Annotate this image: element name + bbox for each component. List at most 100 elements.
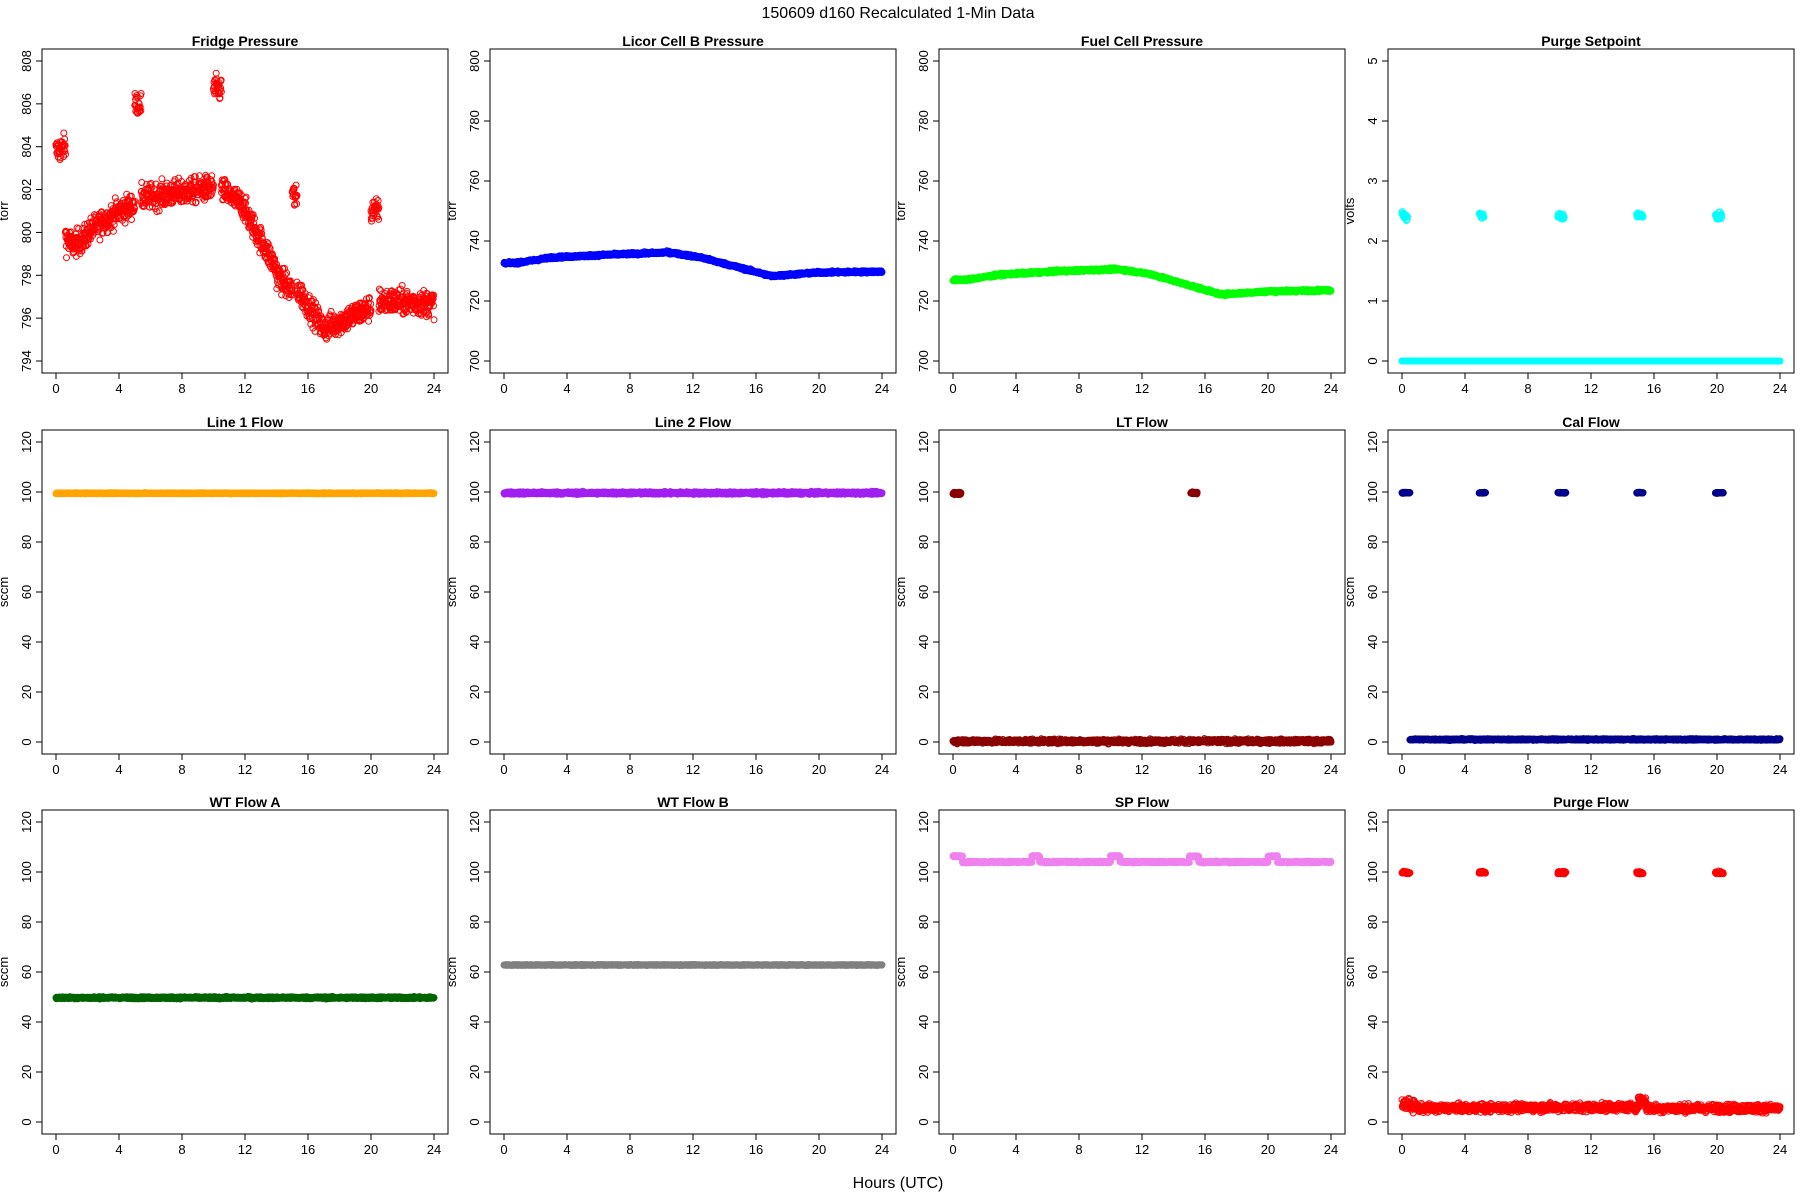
x-tick-label: 4 [115,381,122,396]
x-tick-label: 16 [1647,381,1661,396]
y-tick-label: 1 [1365,297,1380,304]
x-tick-label: 16 [749,381,763,396]
figure-title: 150609 d160 Recalculated 1-Min Data [761,5,1034,22]
data-point [60,153,68,161]
data-point [75,225,83,233]
x-tick-label: 20 [1710,381,1724,396]
data-point [191,173,199,181]
data-point [136,108,144,116]
x-tick-label: 8 [626,381,633,396]
y-axis-label: torr [893,201,908,221]
x-tick-label: 4 [1461,381,1468,396]
data-point [147,179,155,187]
x-tick-label: 12 [1584,381,1598,396]
y-tick-label: 802 [19,179,34,201]
data-point [192,198,200,206]
data-point [189,198,197,206]
y-axis-label: torr [444,201,459,221]
data-point [78,247,86,255]
data-point [135,99,143,107]
data-point [56,147,64,155]
data-point [136,103,144,111]
data-points [949,264,1335,300]
y-tick-label: 800 [916,50,931,72]
x-tick-label: 12 [686,381,700,396]
y-tick-label: 740 [467,230,482,252]
x-tick-label: 0 [1398,381,1405,396]
y-tick-label: 760 [467,170,482,192]
y-tick-label: 780 [916,110,931,132]
y-tick-label: 804 [19,136,34,158]
x-axis: 0 4 8 12 16 20 24 [500,372,889,396]
y-tick-label: 720 [467,290,482,312]
x-tick-label: 12 [238,381,252,396]
data-point [61,142,69,149]
x-tick-label: 24 [1324,381,1338,396]
x-tick-label: 20 [1261,381,1275,396]
data-points [500,247,886,281]
y-tick-label: 760 [916,170,931,192]
y-tick-label: 720 [916,290,931,312]
y-axis-label: torr [0,201,11,221]
x-tick-label: 20 [812,381,826,396]
x-tick-label: 0 [500,381,507,396]
y-tick-label: 798 [19,264,34,286]
x-tick-label: 24 [427,381,441,396]
data-point [82,242,90,249]
x-tick-label: 0 [52,381,59,396]
x-tick-label: 20 [364,381,378,396]
data-point [94,228,102,236]
x-tick-label: 24 [1773,381,1787,396]
y-axis-label: volts [1342,197,1357,224]
data-point [63,254,70,262]
panel-title: Purge Setpoint [1541,33,1641,49]
panel-title: Fuel Cell Pressure [1081,33,1203,49]
data-point [133,92,141,100]
y-tick-label: 700 [916,350,931,372]
panel-title: Licor Cell B Pressure [622,33,764,49]
panel-title: Fridge Pressure [192,33,299,49]
x-tick-label: 16 [301,381,315,396]
data-point [174,179,182,187]
x-tick-label: 8 [1075,381,1082,396]
data-points [1398,208,1784,365]
data-points [52,69,438,343]
y-tick-label: 794 [19,350,34,372]
x-tick-label: 16 [1198,381,1212,396]
y-tick-label: 740 [916,230,931,252]
data-point [109,227,117,235]
data-point [92,212,100,220]
data-point [60,129,68,137]
data-point [137,107,145,115]
data-point [63,228,71,236]
data-point [96,236,104,244]
x-axis: 0 4 8 12 16 20 24 [52,372,441,396]
y-tick-label: 700 [467,350,482,372]
y-tick-label: 808 [19,50,34,72]
data-point [83,236,91,244]
y-tick-label: 796 [19,307,34,329]
y-tick-label: 2 [1365,237,1380,244]
data-point [377,287,385,295]
data-point [137,90,145,97]
x-tick-label: 12 [1135,381,1149,396]
data-point [131,205,138,213]
data-point [365,317,373,325]
y-tick-label: 800 [467,50,482,72]
data-point [398,282,406,289]
data-point [158,175,166,183]
data-point [111,194,119,202]
y-tick-label: 806 [19,93,34,115]
y-axis: 700 720 740 760 780 800 [916,50,939,372]
x-axis: 0 4 8 12 16 20 24 [1398,372,1787,396]
data-point [430,316,438,324]
data-point [111,214,119,222]
